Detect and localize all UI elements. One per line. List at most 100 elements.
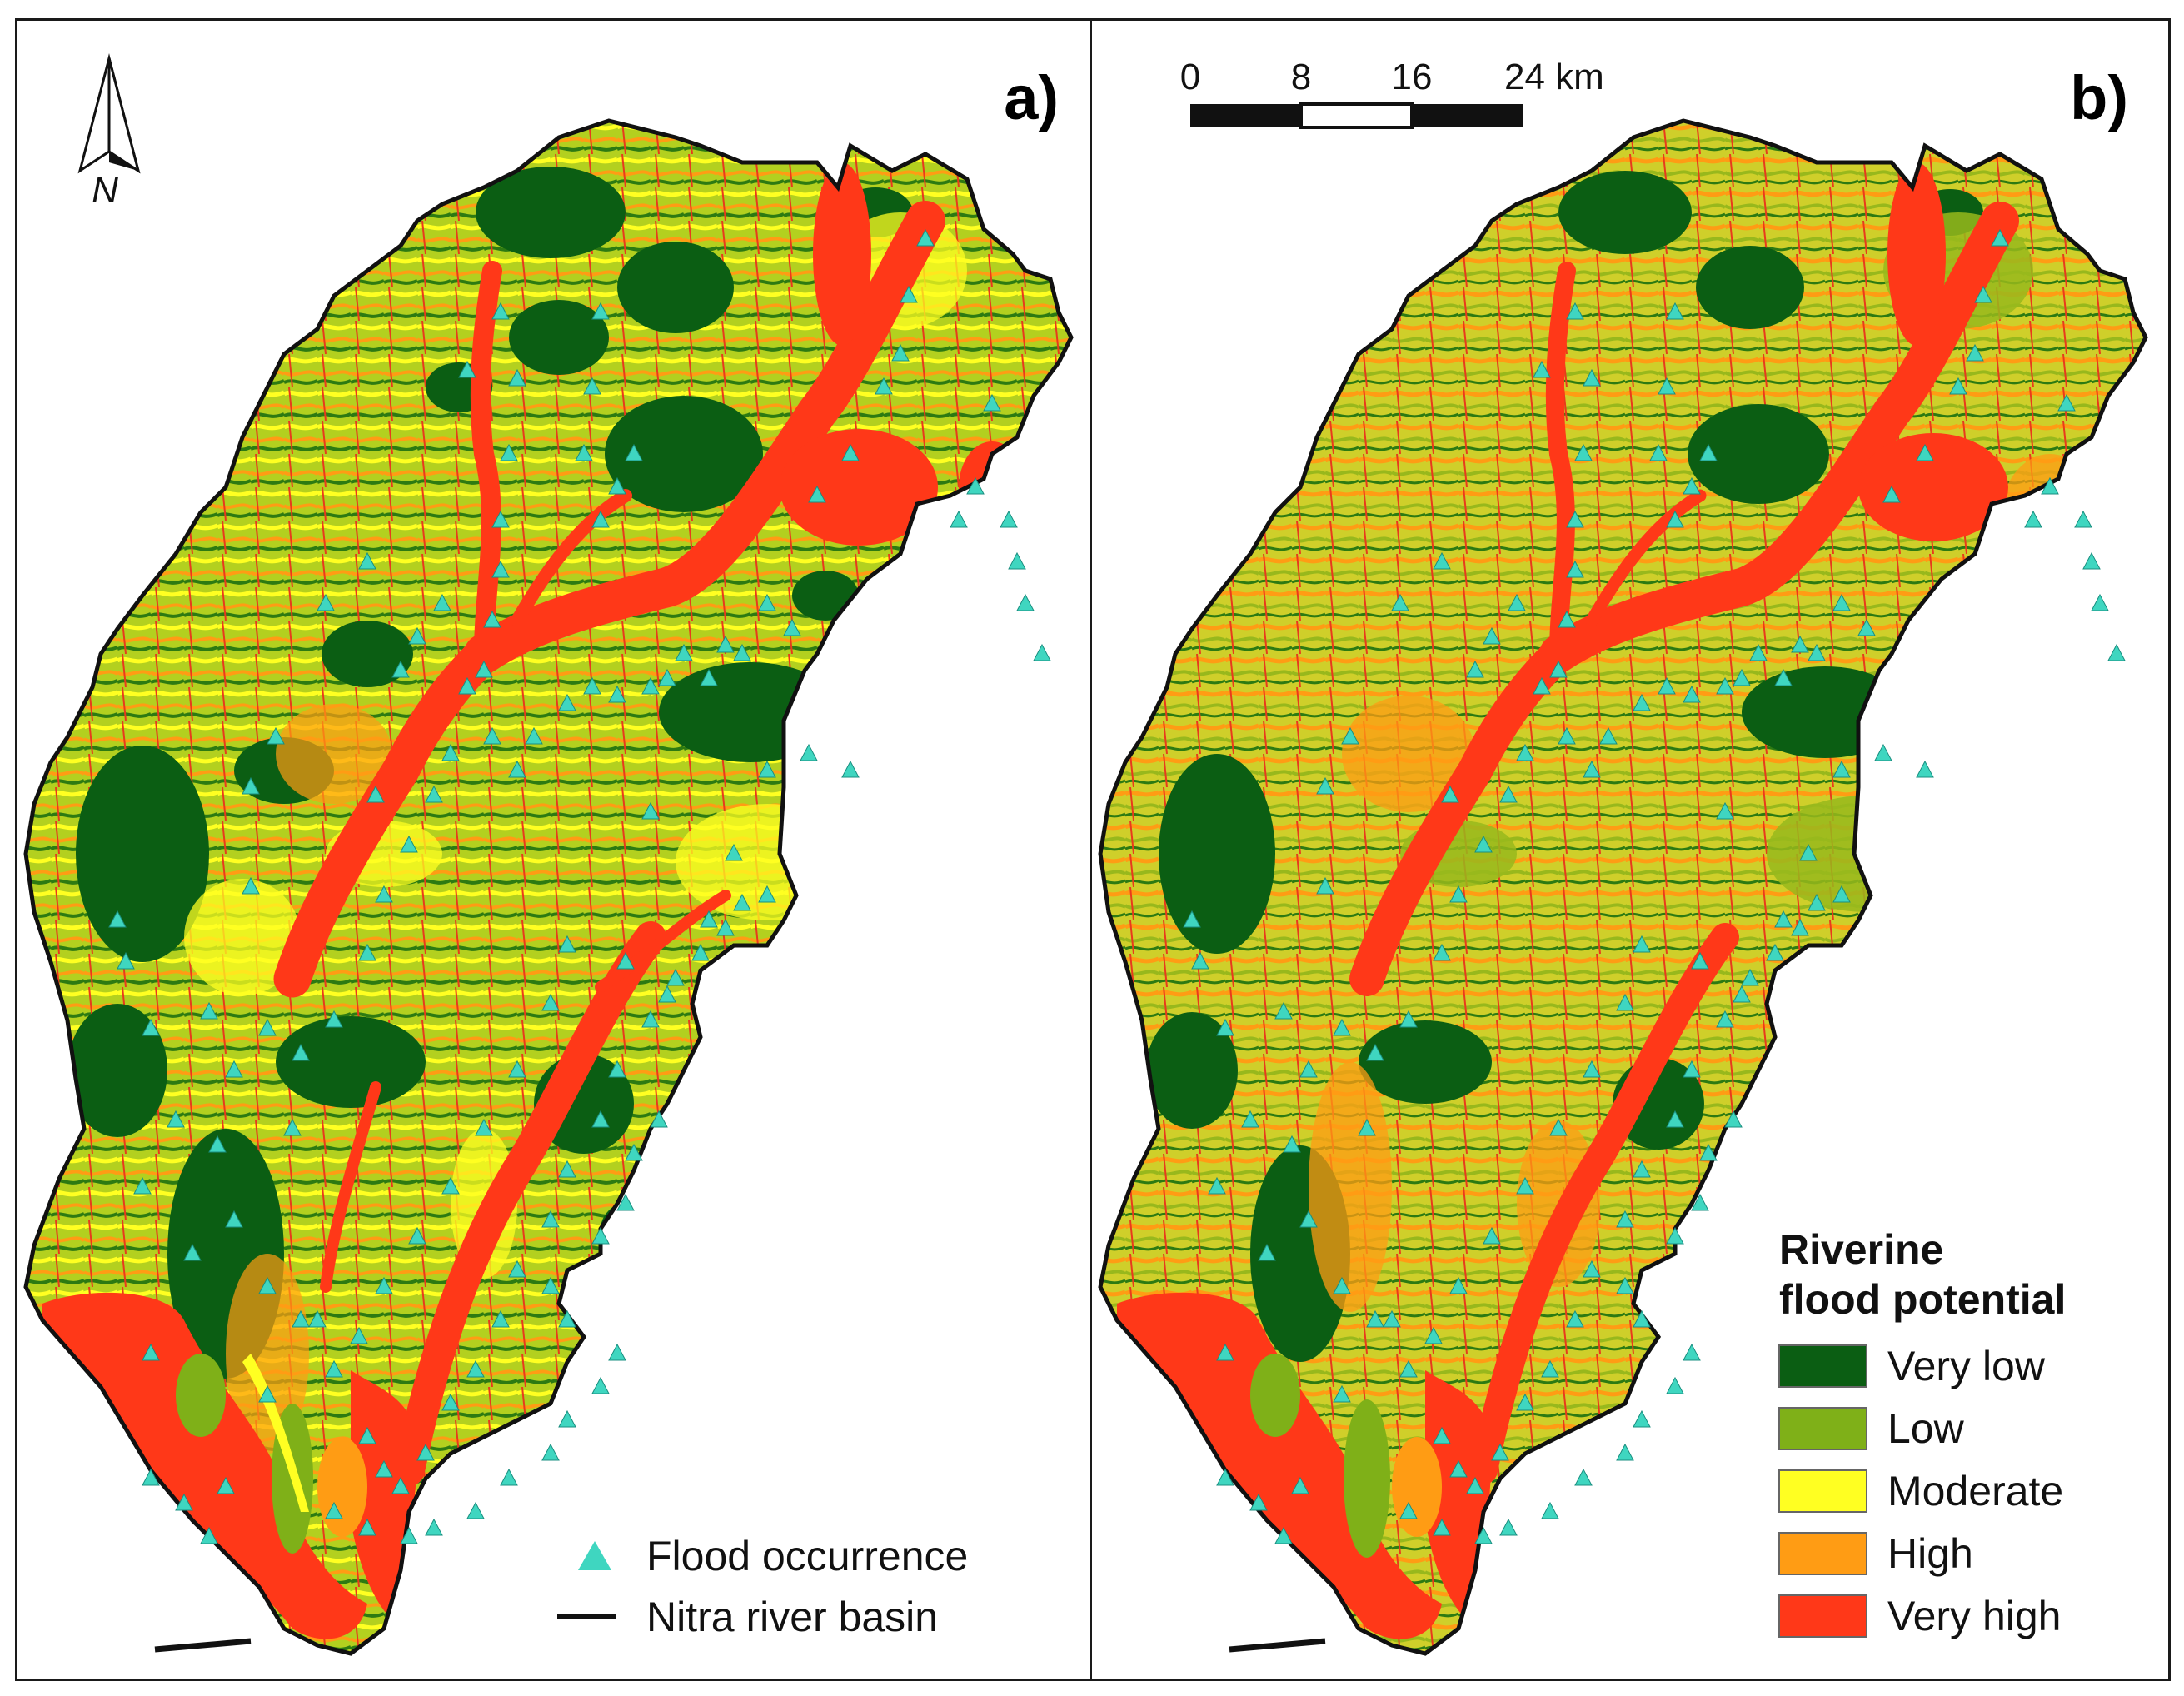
scale-segment [1412, 104, 1523, 127]
flood-occurrence-marker [891, 343, 910, 362]
flood-occurrence-marker [292, 1043, 310, 1061]
flood-occurrence-marker [950, 510, 968, 528]
flood-occurrence-marker [258, 1276, 277, 1294]
flood-occurrence-marker [1724, 1110, 1743, 1128]
flood-occurrence-marker [1016, 593, 1035, 611]
flood-occurrence-marker [1549, 1118, 1568, 1136]
flood-occurrence-marker [1566, 560, 1584, 578]
flood-occurrence-marker [1366, 1309, 1384, 1328]
flood-occurrence-marker [1666, 1376, 1684, 1394]
flood-occurrence-marker [1733, 668, 1751, 686]
flood-occurrence-marker [508, 368, 526, 387]
flood-occurrence-marker [200, 1526, 218, 1544]
flood-occurrence-marker [800, 743, 818, 761]
flood-occurrence-marker [583, 377, 601, 395]
flood-occurrence-marker [258, 1384, 277, 1403]
flood-occurrence-marker [1449, 885, 1468, 903]
flood-occurrence-marker [1291, 1476, 1309, 1494]
scale-tick-label: 8 [1291, 57, 1311, 97]
legend-b: Riverine flood potential Very low Low Mode… [1778, 1226, 2066, 1639]
north-label: N [92, 170, 118, 211]
flood-occurrence-marker [1974, 285, 1992, 303]
flood-occurrence-marker [1616, 1210, 1634, 1228]
flood-occurrence-marker [491, 302, 510, 320]
flood-occurrence-marker [1683, 685, 1701, 703]
flood-occurrence-marker [508, 1260, 526, 1278]
flood-occurrence-marker [366, 785, 385, 803]
flood-occurrence-marker [500, 443, 518, 461]
flood-occurrence-marker [1399, 1359, 1418, 1378]
flood-occurrence-marker [1616, 993, 1634, 1011]
flood-occurrence-marker [733, 893, 751, 911]
flood-occurrence-marker [558, 935, 576, 953]
flood-occurrence-marker [142, 1468, 160, 1486]
flood-occurrence-marker [1483, 1226, 1501, 1245]
flood-occurrence-marker [541, 1276, 560, 1294]
flood-occurrence-marker [325, 1501, 343, 1519]
flood-occurrence-marker [1433, 1518, 1451, 1536]
flood-occurrence-marker [808, 485, 826, 503]
flood-occurrence-marker [1249, 1493, 1268, 1511]
flood-occurrence-marker [200, 1001, 218, 1020]
flood-occurrence-marker [1774, 668, 1793, 686]
flood-occurrence-marker [475, 1118, 493, 1136]
flood-occurrence-marker [1558, 726, 1576, 745]
flood-occurrence-marker [1583, 1060, 1601, 1078]
flood-occurrence-marker [1424, 1326, 1443, 1344]
flood-occurrence-marker [1666, 1226, 1684, 1245]
flood-occurrence-marker [358, 1518, 376, 1536]
flood-occurrence-marker [1716, 1010, 1734, 1028]
flood-occurrence-marker [1516, 743, 1534, 761]
flood-occurrence-marker [591, 302, 610, 320]
flood-occurrence-marker [541, 1210, 560, 1228]
flood-occurrence-marker [358, 1426, 376, 1444]
flood-occurrence-marker [358, 551, 376, 570]
legend-basin-boundary: Nitra river basin [646, 1594, 938, 1640]
flood-occurrence-marker [441, 1176, 460, 1195]
flood-occurrence-marker [1574, 443, 1593, 461]
flood-occurrence-marker [425, 1518, 443, 1536]
flood-occurrence-marker [1433, 551, 1451, 570]
flood-occurrence-marker [558, 1160, 576, 1178]
flood-occurrence-marker [1491, 1443, 1509, 1461]
flood-occurrence-marker [1474, 835, 1493, 853]
flood-occurrence-marker [1699, 1143, 1718, 1161]
flood-occurrence-marker [675, 643, 693, 661]
flood-occurrence-marker [616, 951, 635, 970]
flood-occurrence-marker [283, 1118, 302, 1136]
flood-occurrence-marker [167, 1110, 185, 1128]
flood-occurrence-marker [491, 510, 510, 528]
flood-occurrence-marker [2091, 593, 2109, 611]
flood-occurrence-marker [1516, 1393, 1534, 1411]
flood-occurrence-marker [966, 476, 985, 495]
flood-occurrence-marker [391, 1476, 410, 1494]
flood-occurrence-marker [1283, 1135, 1301, 1153]
scale-segment [1299, 102, 1414, 129]
flood-occurrence-marker [458, 360, 476, 378]
flood-occurrence-marker [1658, 377, 1676, 395]
flood-occurrence-marker [1716, 801, 1734, 820]
flood-occurrence-marker [375, 1276, 393, 1294]
flood-occurrence-marker [1299, 1210, 1318, 1228]
flood-occurrence-marker [475, 660, 493, 678]
flood-occurrence-marker [408, 626, 426, 645]
legend-a: Flood occurrence Nitra river basin [557, 1533, 968, 1640]
flood-occurrence-marker [225, 1060, 243, 1078]
flood-occurrence-marker [641, 676, 660, 695]
legend-swatch [1778, 1469, 1867, 1513]
flood-occurrence-marker [400, 1526, 418, 1544]
flood-occurrence-marker [558, 1409, 576, 1428]
map-panel-b: 0 8 16 24 km Riverine flood potential Ve… [1090, 18, 2171, 1681]
flood-occurrence-marker [391, 660, 410, 678]
flood-occurrence-marker [508, 1060, 526, 1078]
flood-occurrence-marker [1466, 1476, 1484, 1494]
flood-occurrence-marker [575, 443, 593, 461]
outlet-line-a [154, 1638, 252, 1653]
flood-occurrence-marker [1274, 1001, 1293, 1020]
legend-title-line1: Riverine [1779, 1226, 1943, 1273]
flood-occurrence-marker [1399, 1501, 1418, 1519]
flood-occurrence-marker [1633, 1160, 1651, 1178]
flood-occurrence-marker [700, 910, 718, 928]
flood-occurrence-marker [1533, 360, 1551, 378]
flood-occurrence-marker [1358, 1118, 1376, 1136]
